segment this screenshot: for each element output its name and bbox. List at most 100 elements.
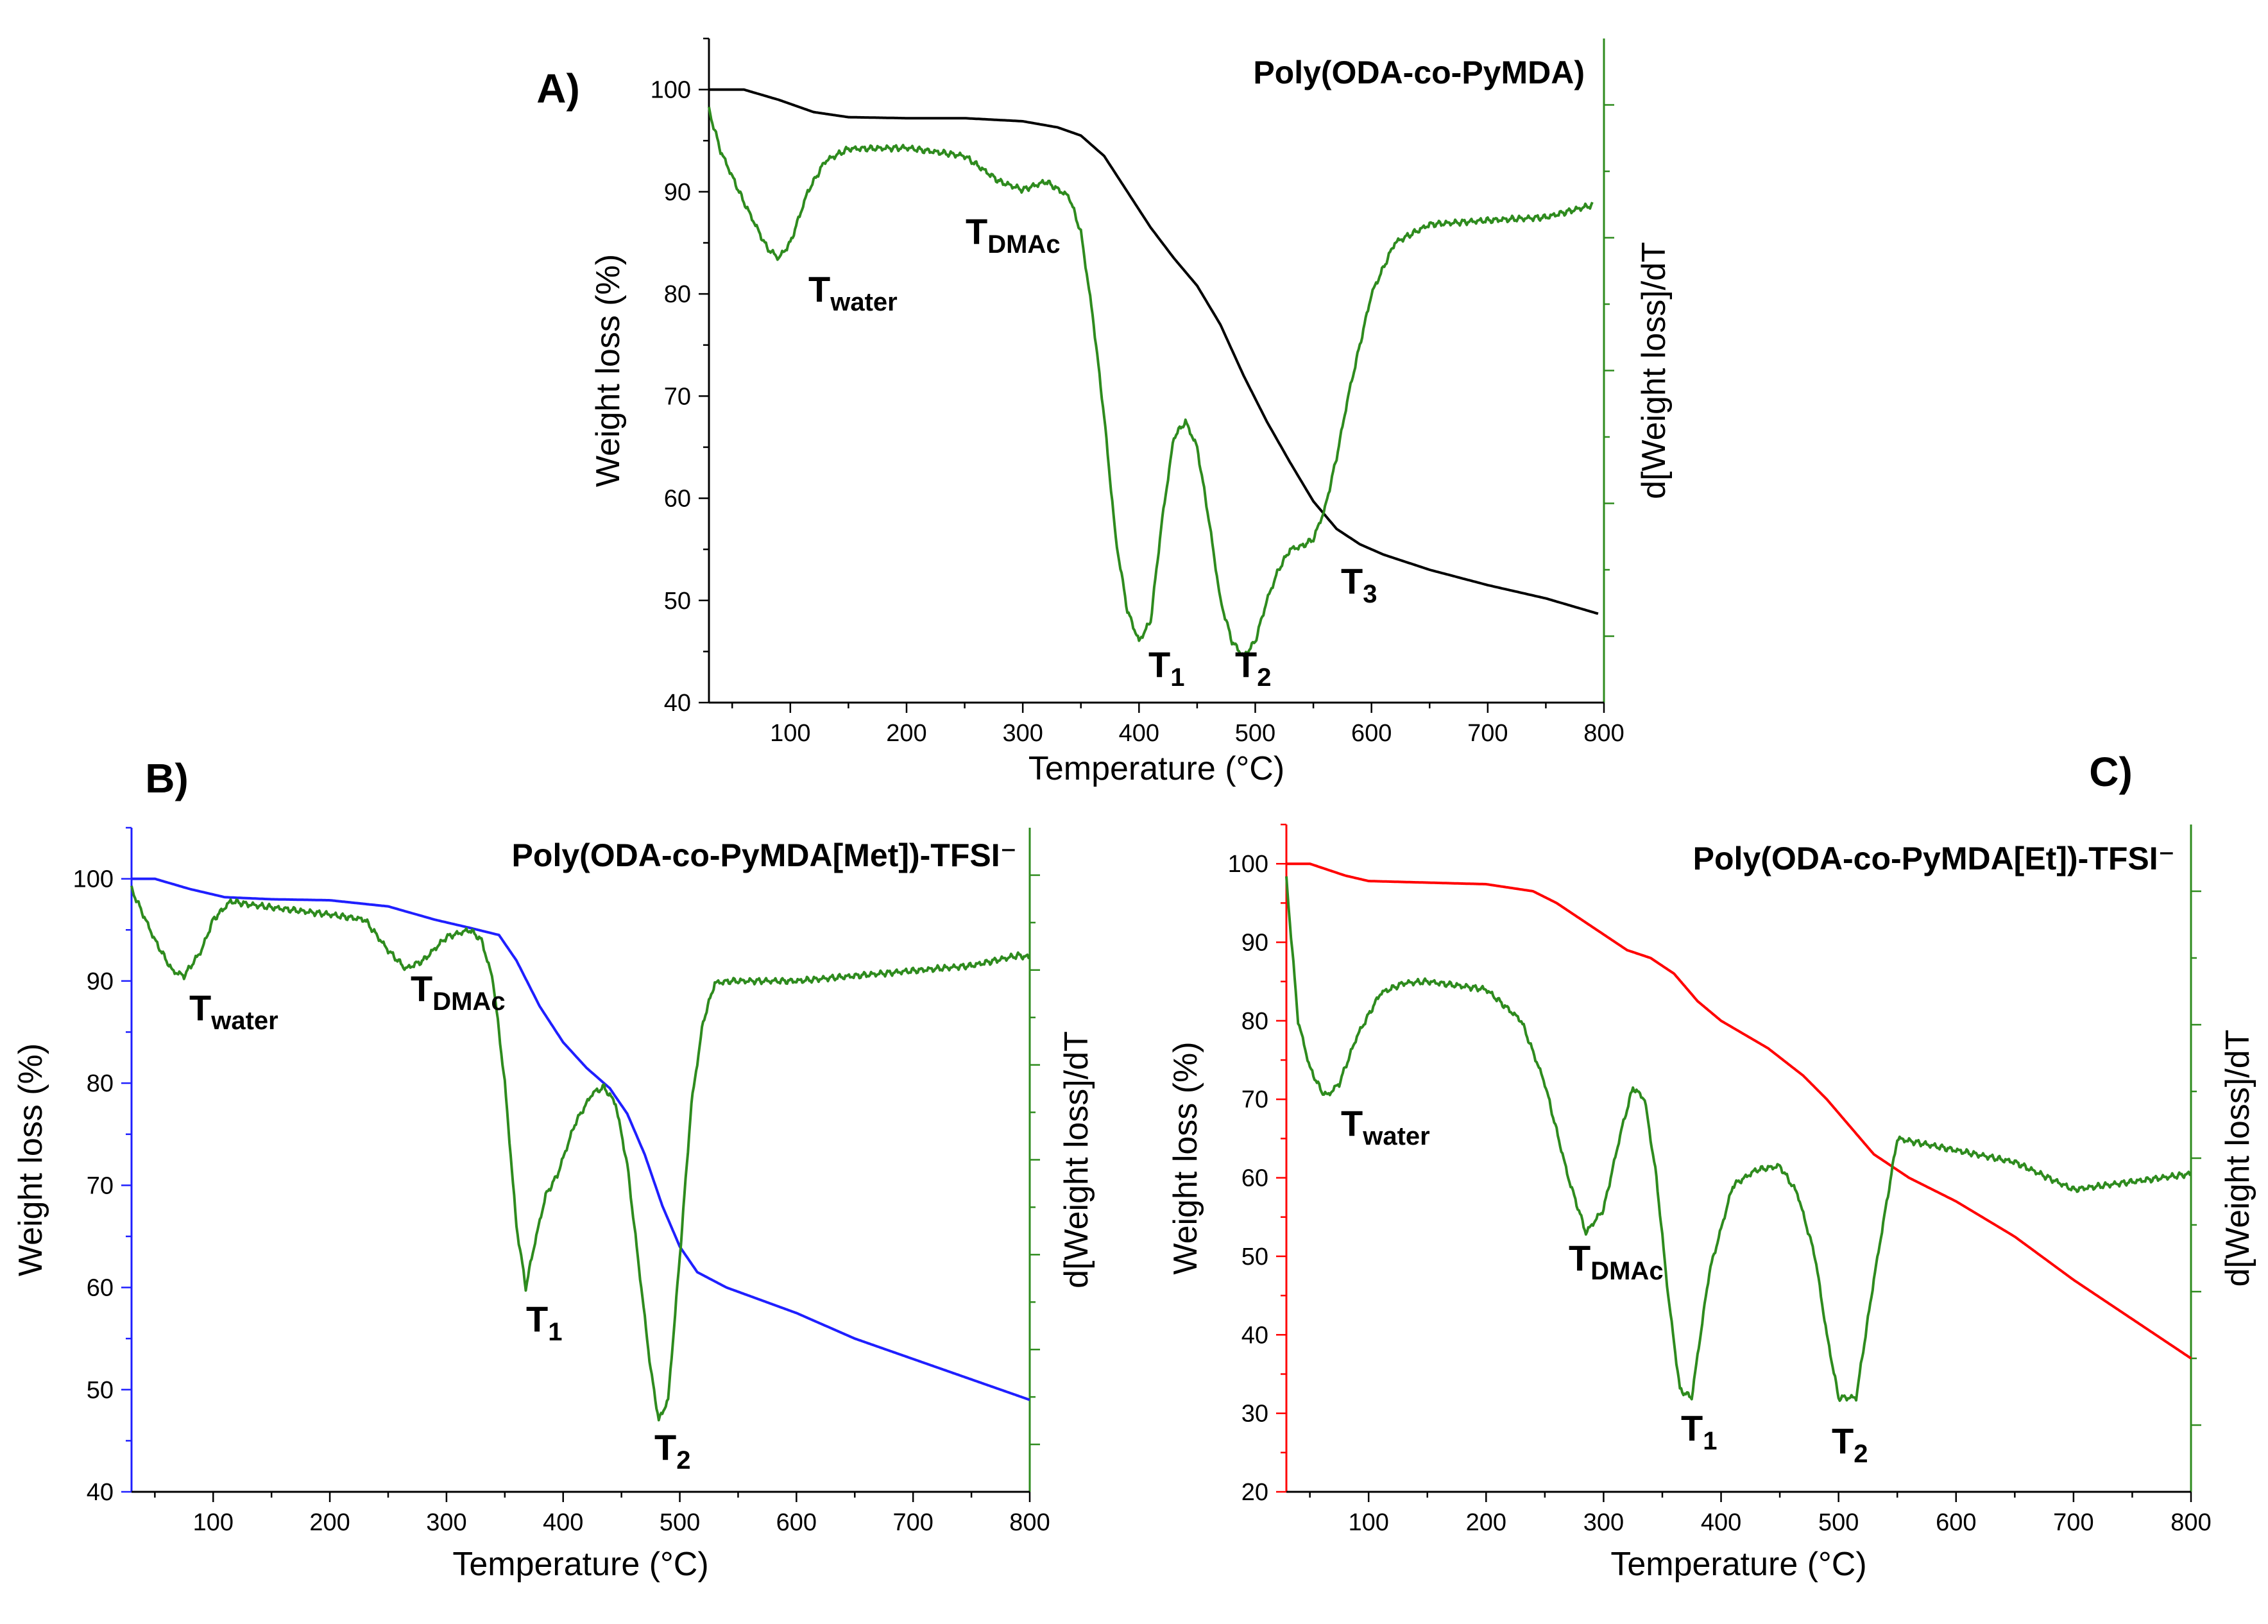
y-tick-label: 80	[664, 281, 691, 308]
panel-label: A)	[536, 65, 580, 112]
peak-annotation: T3	[1341, 561, 1377, 608]
x-tick-label: 700	[2053, 1509, 2093, 1536]
annotation-subscript: 1	[548, 1318, 562, 1346]
annotation-base: T	[1341, 1103, 1363, 1143]
x-tick-label: 200	[309, 1509, 350, 1536]
y-axis-label: Weight loss (%)	[1167, 1041, 1204, 1274]
x-tick-label: 400	[1119, 720, 1159, 747]
y-tick-label: 50	[664, 588, 691, 615]
weight-loss-line	[131, 877, 1030, 1401]
x-tick-label: 400	[543, 1509, 583, 1536]
annotation-base: T	[1341, 561, 1363, 601]
peak-annotation: T2	[1235, 644, 1271, 692]
x-tick-label: 100	[770, 720, 810, 747]
x-tick-label: 500	[1818, 1509, 1859, 1536]
chart-panel-b: B) Poly(ODA-co-PyMDA[Met])-TFSI⁻ 100 200 300…	[12, 755, 1095, 1583]
peak-annotation: Twater	[1341, 1103, 1430, 1150]
y-tick-label: 90	[87, 968, 114, 995]
x-tick-label: 700	[892, 1509, 933, 1536]
y-axis-label: Weight loss (%)	[590, 254, 627, 487]
y2-axis-label: d[Weight loss]/dT	[1058, 1031, 1095, 1288]
annotation-subscript: 2	[676, 1446, 690, 1474]
y-tick-label: 90	[664, 179, 691, 206]
y-tick-label: 100	[1228, 851, 1268, 878]
y-tick-label: 40	[87, 1479, 114, 1506]
annotation-base: T	[654, 1427, 676, 1467]
y-tick-label: 30	[1241, 1401, 1268, 1428]
panel-label: C)	[2089, 749, 2133, 795]
y-tick-label: 100	[651, 77, 691, 104]
x-tick-label: 300	[426, 1509, 466, 1536]
y-tick-label: 60	[1241, 1165, 1268, 1192]
x-tick-label: 300	[1583, 1509, 1624, 1536]
y-tick-label: 60	[664, 486, 691, 513]
peak-annotation: TDMAc	[411, 968, 506, 1016]
annotation-base: T	[189, 987, 211, 1028]
derivative-line	[130, 885, 1030, 1422]
x-tick-label: 600	[1351, 720, 1392, 747]
annotation-subscript: 1	[1703, 1427, 1717, 1455]
y-tick-label: 80	[1241, 1008, 1268, 1035]
annotation-subscript: water	[830, 288, 898, 316]
x-tick-label: 100	[193, 1509, 234, 1536]
y-tick-label: 70	[1241, 1086, 1268, 1113]
y-tick-label: 60	[87, 1275, 114, 1302]
x-tick-label: 800	[1583, 720, 1624, 747]
y-tick-label: 20	[1241, 1479, 1268, 1506]
x-tick-label: 700	[1467, 720, 1508, 747]
y-tick-label: 70	[87, 1172, 114, 1199]
y2-axis-label: d[Weight loss]/dT	[1635, 242, 1673, 499]
chart-panel-c: C) Poly(ODA-co-PyMDA[Et])-TFSI⁻ 100 200 300 4…	[1167, 749, 2256, 1583]
weight-loss-line	[708, 88, 1599, 615]
annotation-subscript: water	[1362, 1122, 1430, 1150]
weight-loss-line	[1286, 862, 2192, 1360]
x-tick-label: 300	[1002, 720, 1043, 747]
peak-annotation: Twater	[189, 987, 278, 1035]
annotation-base: T	[1681, 1408, 1703, 1448]
x-tick-label: 200	[1466, 1509, 1506, 1536]
x-tick-label: 800	[2170, 1509, 2211, 1536]
x-tick-label: 100	[1348, 1509, 1388, 1536]
chart-title: Poly(ODA-co-PyMDA)	[1253, 55, 1585, 90]
annotation-subscript: 2	[1854, 1440, 1868, 1468]
chart-title: Poly(ODA-co-PyMDA[Et])-TFSI⁻	[1693, 841, 2175, 876]
annotation-subscript: DMAc	[987, 230, 1060, 259]
x-tick-label: 200	[886, 720, 926, 747]
annotation-base: T	[411, 968, 432, 1009]
x-axis-label: Temperature (°C)	[1610, 1546, 1866, 1583]
x-axis-label: Temperature (°C)	[1028, 750, 1284, 787]
annotation-subscript: 3	[1363, 580, 1377, 608]
y-tick-label: 90	[1241, 930, 1268, 957]
x-tick-label: 600	[776, 1509, 817, 1536]
chart-title: Poly(ODA-co-PyMDA[Met])-TFSI⁻	[512, 837, 1017, 873]
annotation-subscript: water	[210, 1007, 278, 1035]
peak-annotation: T1	[1681, 1408, 1717, 1455]
peak-annotation: Twater	[808, 269, 898, 316]
annotation-base: T	[808, 269, 830, 309]
y2-axis-label: d[Weight loss]/dT	[2219, 1030, 2256, 1287]
peak-annotation: T1	[526, 1299, 562, 1346]
x-tick-label: 500	[1235, 720, 1275, 747]
panel-label: B)	[145, 755, 189, 801]
annotation-subscript: 1	[1170, 663, 1184, 692]
derivative-line	[1285, 876, 2192, 1402]
y-tick-label: 70	[664, 383, 691, 410]
annotation-subscript: DMAc	[432, 987, 505, 1016]
peak-annotation: T1	[1148, 644, 1184, 692]
annotation-base: T	[526, 1299, 548, 1339]
annotation-base: T	[1235, 644, 1257, 685]
x-tick-label: 600	[1936, 1509, 1976, 1536]
x-tick-label: 400	[1701, 1509, 1741, 1536]
peak-annotation: TDMAc	[1569, 1238, 1664, 1285]
annotation-subscript: DMAc	[1590, 1257, 1663, 1285]
y-tick-label: 50	[87, 1377, 114, 1404]
annotation-base: T	[966, 211, 987, 252]
chart-panel-a: A) Poly(ODA-co-PyMDA) 100 200 300 400 500 600 70…	[536, 37, 1673, 787]
annotation-base: T	[1148, 644, 1170, 685]
x-tick-label: 500	[660, 1509, 700, 1536]
annotation-subscript: 2	[1257, 663, 1271, 692]
y-axis-label: Weight loss (%)	[12, 1043, 49, 1276]
peak-annotation: T2	[1832, 1421, 1868, 1468]
y-tick-label: 80	[87, 1070, 114, 1097]
